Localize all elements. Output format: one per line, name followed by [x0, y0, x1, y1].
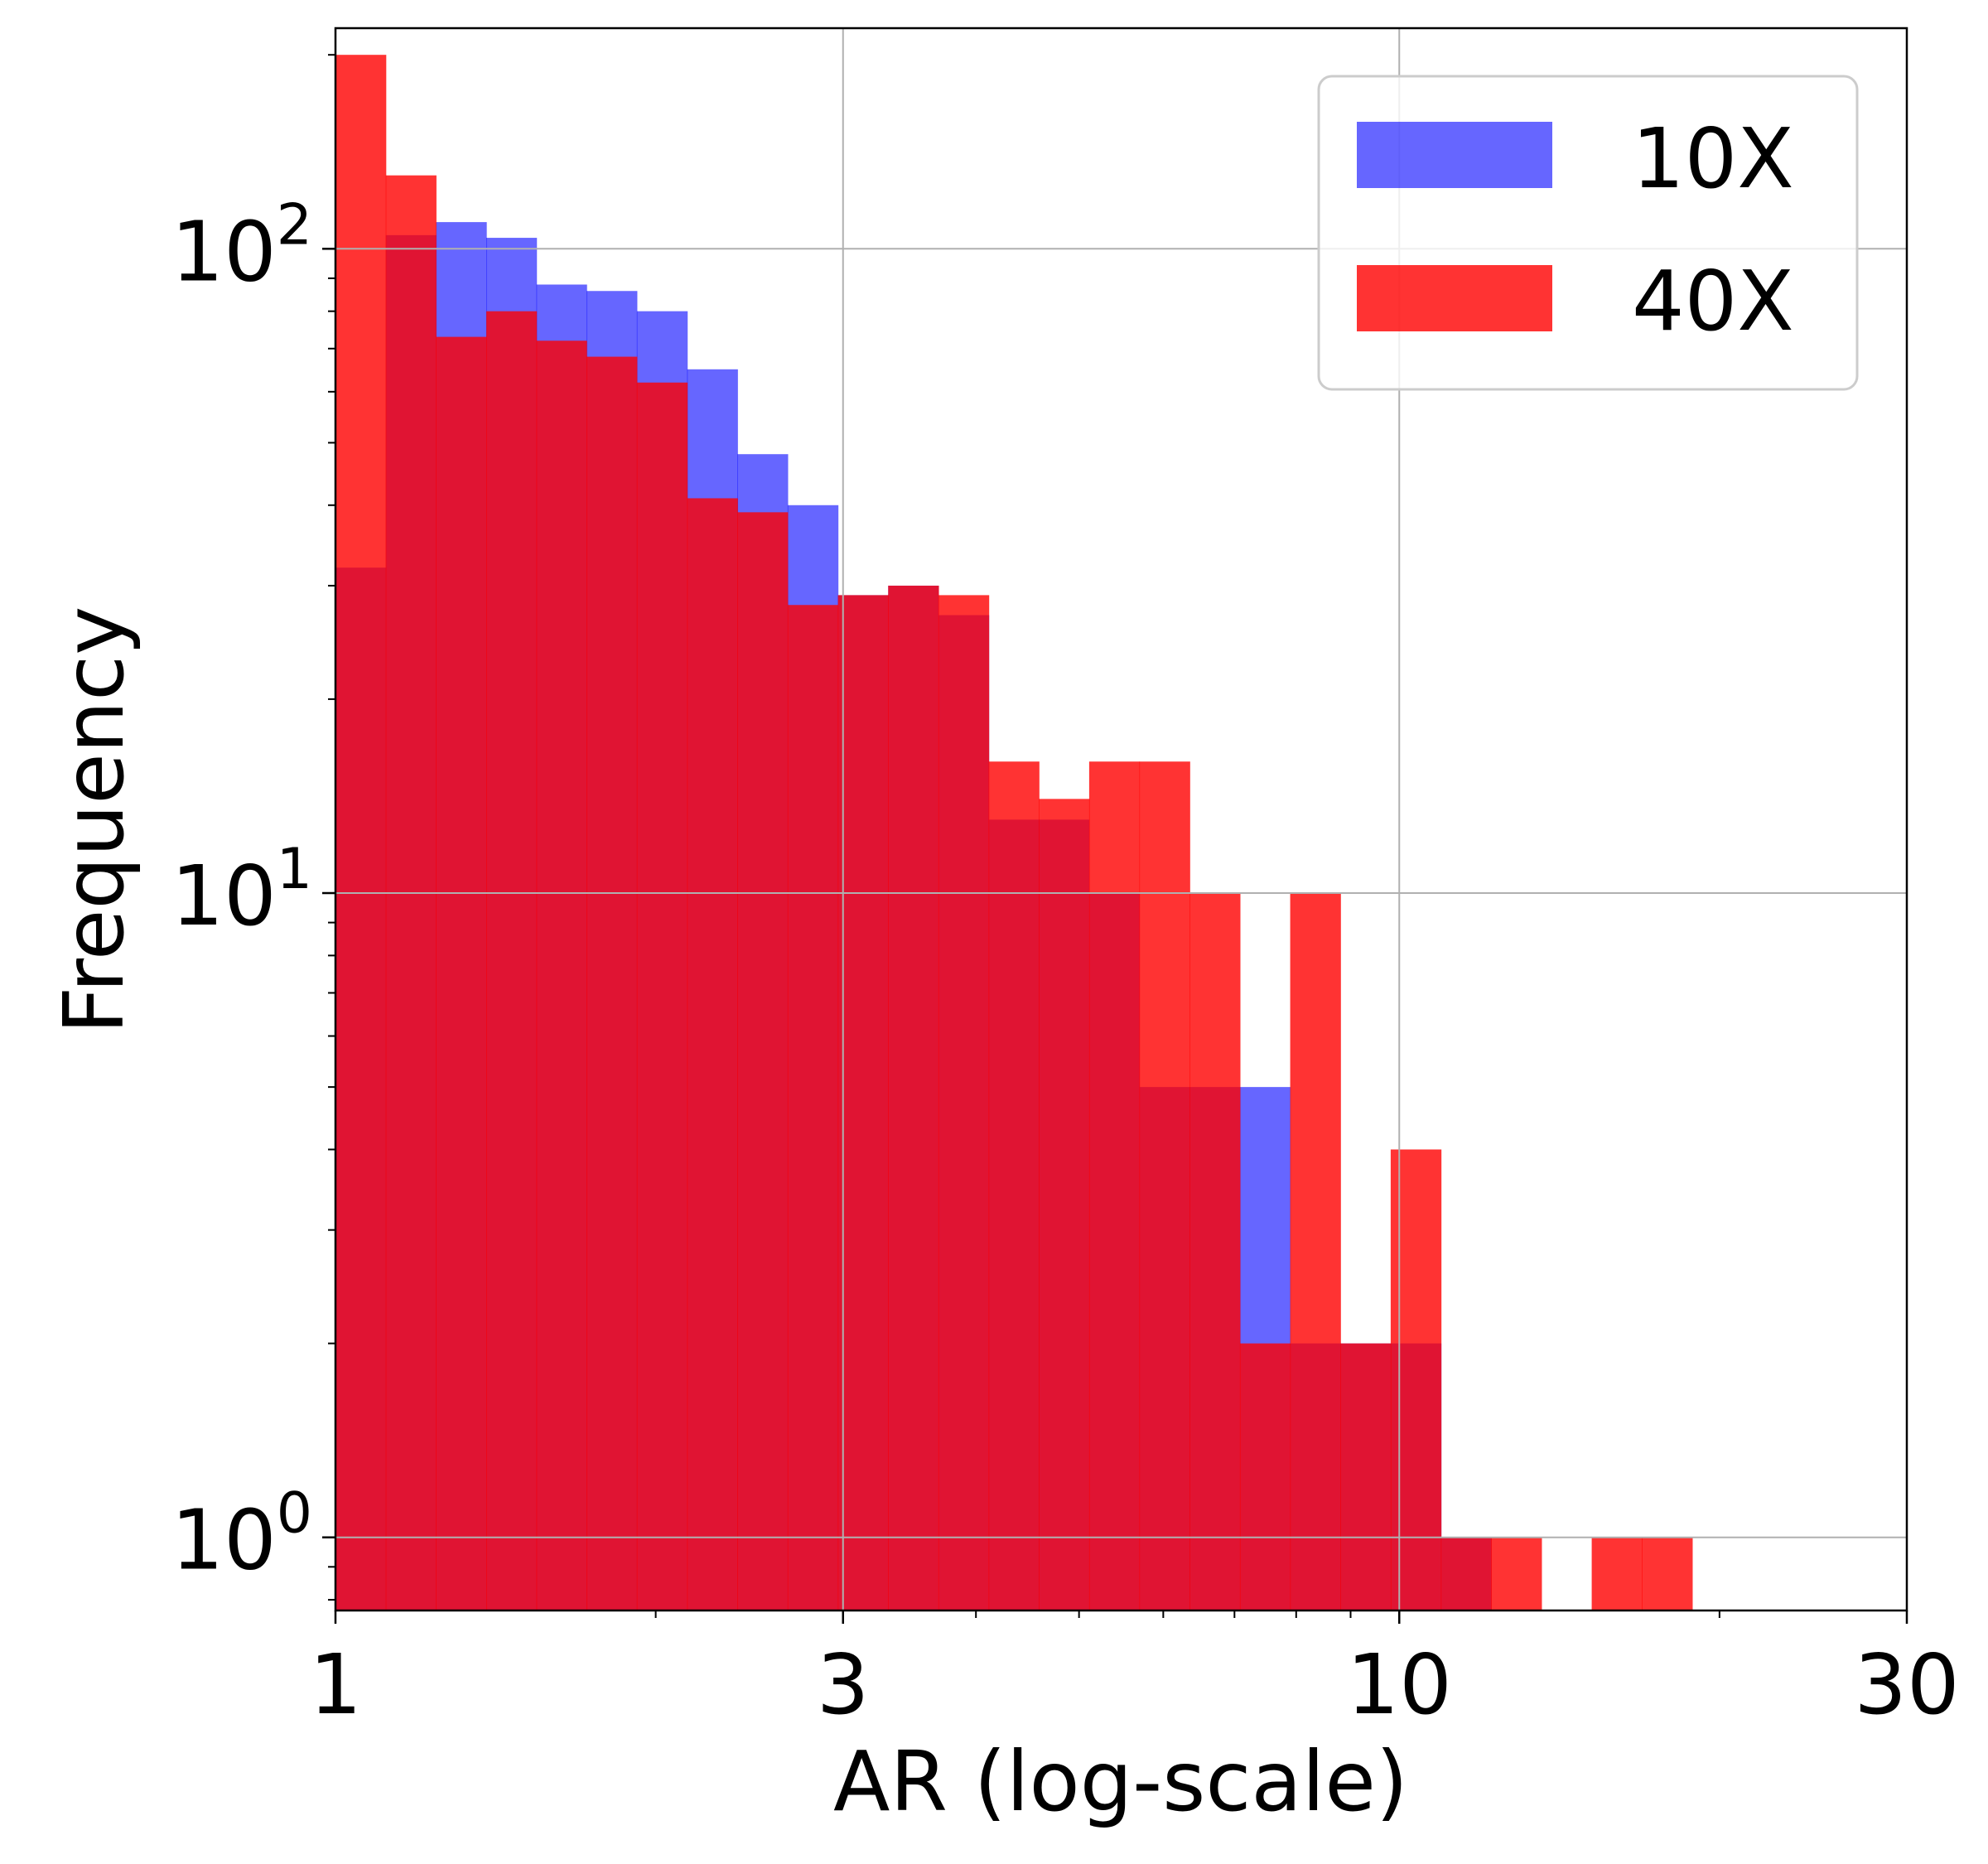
y-tick-label-1: 101: [171, 837, 312, 944]
bar-40x-19: [1290, 893, 1341, 1610]
bar-40x-21: [1390, 1149, 1442, 1610]
bar-40x-16: [1139, 761, 1190, 1610]
bar-40x-9: [787, 605, 839, 1610]
legend-swatch-40x: [1357, 265, 1552, 331]
bar-40x-2: [436, 336, 487, 1611]
x-axis-label: AR (log-scale): [833, 1733, 1408, 1830]
x-tick-label-3: 30: [1854, 1636, 1959, 1733]
bar-40x-14: [1039, 799, 1090, 1610]
bar-40x-25: [1591, 1537, 1643, 1610]
legend-label-40x: 40X: [1632, 253, 1794, 350]
bar-40x-22: [1440, 1537, 1492, 1610]
bar-40x-12: [938, 595, 990, 1610]
bar-40x-5: [586, 356, 638, 1610]
y-tick-label-0: 100: [171, 1481, 312, 1589]
y-axis-ticks: 100 101 102: [171, 54, 335, 1601]
bar-40x-11: [888, 585, 939, 1611]
bar-40x-3: [486, 311, 538, 1610]
bar-40x-23: [1491, 1537, 1542, 1610]
legend-swatch-10x: [1357, 122, 1552, 188]
legend: 10X 40X: [1317, 75, 1859, 391]
x-axis-ticks: 1 3 10 30: [309, 1610, 1960, 1733]
y-axis-label: Frequency: [46, 606, 142, 1035]
legend-label-10x: 10X: [1632, 110, 1794, 207]
x-tick-label-1: 3: [817, 1636, 870, 1733]
bar-40x-6: [636, 382, 688, 1610]
y-tick-label-2: 102: [171, 192, 312, 300]
bar-40x-0: [335, 55, 387, 1611]
bar-40x-8: [737, 512, 789, 1610]
bar-40x-4: [536, 340, 587, 1610]
plot-frame: [334, 27, 1908, 1612]
bar-40x-13: [988, 761, 1040, 1610]
series-40x-bars: [335, 55, 1693, 1611]
bar-40x-7: [687, 498, 738, 1611]
bar-40x-18: [1239, 1343, 1291, 1610]
x-tick-label-0: 1: [309, 1636, 362, 1733]
bar-40x-15: [1088, 761, 1141, 1610]
bar-40x-17: [1189, 893, 1241, 1610]
x-tick-label-2: 10: [1347, 1636, 1452, 1733]
bar-40x-10: [837, 595, 889, 1610]
bar-40x-20: [1340, 1343, 1392, 1610]
bar-40x-26: [1642, 1537, 1693, 1610]
